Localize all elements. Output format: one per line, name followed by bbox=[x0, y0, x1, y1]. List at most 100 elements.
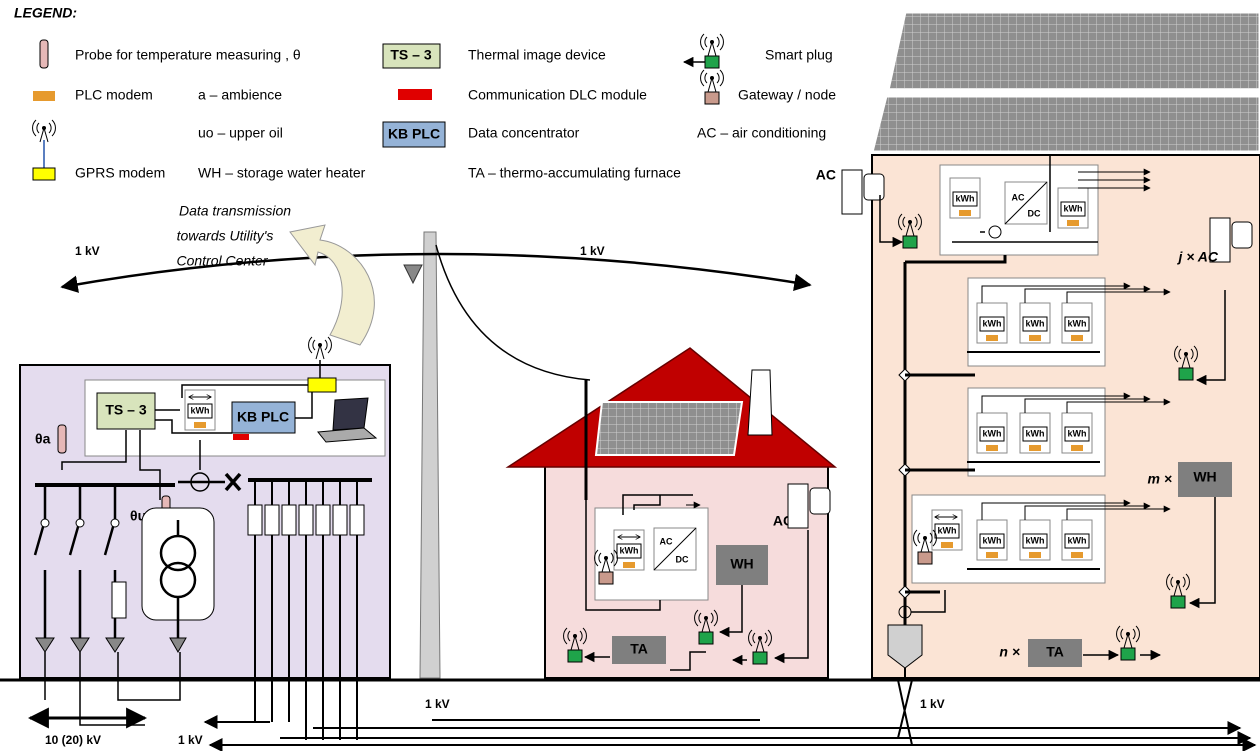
voltage: 1 kV bbox=[920, 697, 945, 711]
legend-text: Thermal image device bbox=[468, 47, 606, 63]
ac-unit bbox=[1232, 222, 1252, 248]
probe-label: θa bbox=[35, 431, 51, 447]
probe bbox=[58, 425, 66, 453]
legend-text: Smart plug bbox=[765, 47, 833, 63]
plc-modem bbox=[941, 542, 953, 548]
laptop bbox=[333, 398, 368, 430]
resistor bbox=[112, 582, 126, 618]
house-solar bbox=[596, 402, 742, 455]
legend-probe bbox=[40, 40, 48, 68]
meter-label: kWh bbox=[1026, 428, 1045, 438]
smart-plug bbox=[699, 632, 713, 644]
ts3-label: TS – 3 bbox=[105, 402, 146, 418]
voltage: 1 kV bbox=[75, 244, 100, 258]
callout: Data transmission bbox=[179, 203, 291, 219]
plc-modem bbox=[194, 422, 206, 428]
callout: towards Utility's bbox=[177, 228, 274, 244]
plc-modem bbox=[1071, 335, 1083, 341]
meter-label: kWh bbox=[1068, 535, 1087, 545]
gateway bbox=[918, 552, 932, 564]
plc-modem bbox=[1029, 552, 1041, 558]
ta-label: TA bbox=[1046, 644, 1064, 660]
inverter-label: DC bbox=[676, 554, 689, 564]
voltage: 1 kV bbox=[178, 733, 203, 747]
gateway bbox=[705, 92, 719, 104]
meter-label: kWh bbox=[956, 193, 975, 203]
inverter-label: AC bbox=[660, 536, 673, 546]
smart-plug bbox=[1121, 648, 1135, 660]
antenna bbox=[708, 78, 716, 92]
plc-modem bbox=[986, 552, 998, 558]
voltage: 10 (20) kV bbox=[45, 733, 101, 747]
plc-modem bbox=[1071, 552, 1083, 558]
fuse bbox=[265, 505, 279, 535]
pole bbox=[420, 232, 440, 678]
insulator bbox=[404, 265, 422, 283]
wh-label: WH bbox=[1193, 469, 1216, 485]
plc-modem bbox=[986, 335, 998, 341]
legend-text: a – ambience bbox=[198, 87, 282, 103]
callout-arrow bbox=[290, 225, 374, 345]
legend-dlc-icon bbox=[398, 89, 432, 100]
fuse bbox=[316, 505, 330, 535]
inverter-label: AC bbox=[1012, 192, 1025, 202]
meter-label: kWh bbox=[620, 545, 639, 555]
legend-text: Gateway / node bbox=[738, 87, 836, 103]
fuse bbox=[350, 505, 364, 535]
legend-text: Communication DLC module bbox=[468, 87, 647, 103]
plc-modem bbox=[959, 210, 971, 216]
fuse bbox=[333, 505, 347, 535]
legend-kb: KB PLC bbox=[388, 126, 440, 142]
antenna bbox=[40, 128, 48, 142]
legend-text: uo – upper oil bbox=[198, 125, 283, 141]
plc-modem bbox=[1071, 445, 1083, 451]
legend-text: WH – storage water heater bbox=[198, 165, 366, 181]
dlc-module bbox=[233, 434, 249, 440]
ac-label: AC bbox=[816, 167, 836, 183]
node bbox=[111, 519, 119, 527]
plc-modem bbox=[623, 562, 635, 568]
inverter-label: DC bbox=[1028, 208, 1041, 218]
diagram: LEGEND: Probe for temperature measuring … bbox=[0, 0, 1260, 751]
legend-gprs-icon bbox=[33, 168, 55, 180]
plc-modem bbox=[1067, 220, 1079, 226]
plc-modem bbox=[986, 445, 998, 451]
kb-plc-label: KB PLC bbox=[237, 409, 289, 425]
smart-plug bbox=[753, 652, 767, 664]
plc-modem bbox=[1029, 335, 1041, 341]
antenna bbox=[316, 345, 324, 359]
ac-unit bbox=[864, 174, 884, 200]
meter-label: kWh bbox=[1068, 428, 1087, 438]
voltage: 1 kV bbox=[425, 697, 450, 711]
legend-text: Probe for temperature measuring , θ bbox=[75, 47, 301, 63]
ac-label: j × AC bbox=[1176, 249, 1218, 265]
plc-modem bbox=[1029, 445, 1041, 451]
smart-plug bbox=[705, 56, 719, 68]
meter-label: kWh bbox=[938, 525, 957, 535]
wh-label: WH bbox=[730, 556, 753, 572]
voltage: 1 kV bbox=[580, 244, 605, 258]
ac-unit bbox=[788, 484, 808, 528]
ac-unit bbox=[842, 170, 862, 214]
node bbox=[76, 519, 84, 527]
smart-plug bbox=[1179, 368, 1193, 380]
multiplier: m × bbox=[1147, 471, 1172, 487]
node bbox=[41, 519, 49, 527]
meter-label: kWh bbox=[1026, 318, 1045, 328]
multiplier: n × bbox=[999, 644, 1020, 660]
meter-label: kWh bbox=[1068, 318, 1087, 328]
legend-title: LEGEND: bbox=[14, 5, 77, 21]
legend-text: Data concentrator bbox=[468, 125, 580, 141]
service-drop bbox=[436, 245, 590, 380]
fuse bbox=[248, 505, 262, 535]
legend-text: TA – thermo-accumulating furnace bbox=[468, 165, 681, 181]
meter-label: kWh bbox=[1064, 203, 1083, 213]
building-solar bbox=[888, 12, 1260, 90]
smart-plug bbox=[1171, 596, 1185, 608]
legend-text: PLC modem bbox=[75, 87, 153, 103]
gateway bbox=[599, 572, 613, 584]
ta-label: TA bbox=[630, 641, 648, 657]
fuse bbox=[282, 505, 296, 535]
smart-plug bbox=[903, 236, 917, 248]
fuse bbox=[299, 505, 313, 535]
